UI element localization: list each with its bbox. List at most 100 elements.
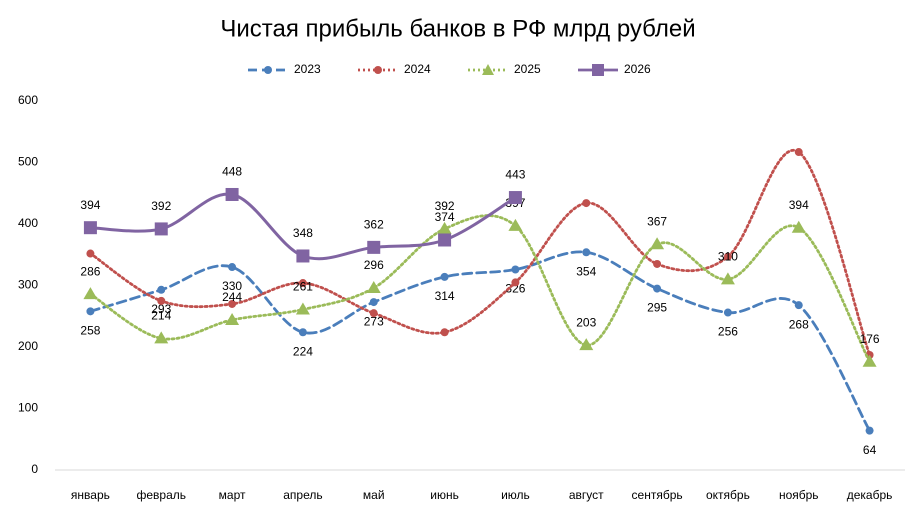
- data-label: 286: [80, 264, 100, 278]
- marker: [86, 249, 95, 258]
- legend-marker: [264, 66, 272, 74]
- legend-label: 2024: [404, 62, 431, 76]
- data-label: 448: [222, 165, 242, 179]
- marker: [511, 278, 520, 287]
- data-label: 314: [435, 289, 455, 303]
- marker: [225, 312, 240, 325]
- x-tick-label: апрель: [283, 488, 322, 502]
- data-label: 224: [293, 344, 313, 358]
- marker: [295, 302, 310, 315]
- data-label: 176: [860, 332, 880, 346]
- data-label: 256: [718, 325, 738, 339]
- marker: [653, 284, 662, 293]
- marker: [653, 259, 662, 268]
- chart-title: Чистая прибыль банков в РФ млрд рублей: [220, 15, 695, 42]
- y-tick-label: 600: [18, 93, 38, 107]
- data-label: 261: [293, 280, 313, 294]
- marker: [225, 187, 239, 201]
- marker: [720, 272, 735, 285]
- data-label: 295: [647, 301, 667, 315]
- marker: [228, 299, 237, 308]
- legend-marker: [482, 64, 494, 75]
- marker: [508, 218, 523, 231]
- data-label: 348: [293, 226, 313, 240]
- data-label: 258: [80, 324, 100, 338]
- x-tick-label: июнь: [430, 488, 459, 502]
- marker: [298, 279, 307, 288]
- data-label: 268: [789, 317, 809, 331]
- marker: [865, 426, 874, 435]
- marker: [367, 240, 381, 254]
- data-label: 330: [222, 279, 242, 293]
- x-tick-label: декабрь: [847, 488, 893, 502]
- marker: [228, 263, 237, 272]
- data-label: 362: [364, 218, 384, 232]
- marker: [437, 221, 452, 234]
- x-tick-label: май: [363, 488, 385, 502]
- marker: [154, 331, 169, 344]
- data-label: 64: [863, 443, 877, 457]
- marker: [508, 191, 522, 205]
- y-tick-label: 300: [18, 278, 38, 292]
- x-tick-label: июль: [501, 488, 530, 502]
- marker: [369, 298, 378, 307]
- legend-marker: [592, 64, 604, 76]
- x-tick-label: март: [219, 488, 246, 502]
- marker: [298, 328, 307, 337]
- marker: [86, 307, 95, 316]
- x-tick-label: январь: [71, 488, 110, 502]
- y-tick-label: 100: [18, 401, 38, 415]
- data-label: 293: [151, 302, 171, 316]
- marker: [794, 301, 803, 310]
- data-label: 394: [80, 198, 100, 212]
- x-tick-label: сентябрь: [632, 488, 683, 502]
- data-label: 354: [576, 264, 596, 278]
- y-tick-label: 200: [18, 339, 38, 353]
- marker: [440, 272, 449, 281]
- marker: [723, 308, 732, 317]
- data-label: 392: [435, 199, 455, 213]
- marker: [650, 237, 665, 250]
- marker: [369, 309, 378, 318]
- marker: [582, 248, 591, 257]
- marker: [83, 287, 98, 300]
- data-label: 214: [151, 309, 171, 323]
- data-label: 296: [364, 258, 384, 272]
- legend-label: 2023: [294, 62, 321, 76]
- marker: [154, 222, 168, 236]
- legend-label: 2025: [514, 62, 541, 76]
- marker: [157, 296, 166, 305]
- marker: [83, 221, 97, 235]
- data-label: 273: [364, 314, 384, 328]
- x-tick-label: февраль: [136, 488, 186, 502]
- marker: [579, 338, 594, 351]
- x-tick-label: ноябрь: [779, 488, 819, 502]
- x-tick-label: октябрь: [706, 488, 750, 502]
- data-label: 374: [435, 210, 455, 224]
- x-tick-label: август: [569, 488, 604, 502]
- data-label: 392: [151, 199, 171, 213]
- marker: [582, 199, 591, 208]
- marker: [438, 233, 452, 247]
- data-label: 394: [789, 198, 809, 212]
- data-label: 244: [222, 290, 242, 304]
- data-label: 310: [718, 250, 738, 264]
- legend-marker: [374, 66, 382, 74]
- data-label: 203: [576, 315, 596, 329]
- data-label: 443: [505, 168, 525, 182]
- legend-label: 2026: [624, 62, 651, 76]
- marker: [791, 220, 806, 233]
- y-tick-label: 400: [18, 216, 38, 230]
- marker: [440, 328, 449, 337]
- data-label: 367: [647, 214, 667, 228]
- marker: [157, 285, 166, 294]
- marker: [723, 252, 732, 261]
- marker: [511, 265, 520, 274]
- marker: [296, 249, 310, 263]
- y-tick-label: 500: [18, 155, 38, 169]
- marker: [366, 280, 381, 293]
- marker: [862, 354, 877, 367]
- marker: [794, 148, 803, 157]
